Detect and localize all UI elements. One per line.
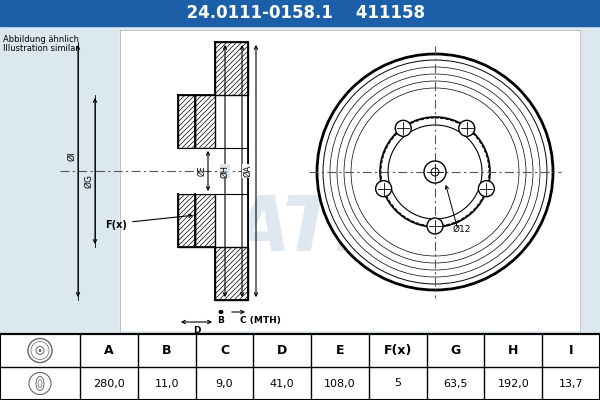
Text: C: C xyxy=(220,344,229,357)
Circle shape xyxy=(459,120,475,136)
Text: 63,5: 63,5 xyxy=(443,378,468,388)
Text: I: I xyxy=(569,344,574,357)
Text: Ø12: Ø12 xyxy=(453,225,472,234)
Text: ATE: ATE xyxy=(232,193,388,267)
Circle shape xyxy=(395,120,411,136)
Polygon shape xyxy=(215,247,248,300)
Text: G: G xyxy=(451,344,461,357)
Text: E: E xyxy=(336,344,344,357)
Polygon shape xyxy=(178,194,195,247)
Text: 11,0: 11,0 xyxy=(154,378,179,388)
Text: ØI: ØI xyxy=(67,151,76,161)
Bar xyxy=(215,42,248,95)
Text: 108,0: 108,0 xyxy=(324,378,356,388)
Bar xyxy=(178,148,248,194)
Circle shape xyxy=(376,181,392,197)
Bar xyxy=(215,95,248,247)
Circle shape xyxy=(478,181,494,197)
Circle shape xyxy=(427,218,443,234)
Text: ØH: ØH xyxy=(221,164,229,178)
Text: ØE: ØE xyxy=(197,166,206,176)
Text: H: H xyxy=(508,344,518,357)
Polygon shape xyxy=(195,194,215,247)
Bar xyxy=(0,0,600,26)
Circle shape xyxy=(424,161,446,183)
Text: 24.0111-0158.1    411158: 24.0111-0158.1 411158 xyxy=(175,4,425,22)
Text: D: D xyxy=(277,344,287,357)
Polygon shape xyxy=(195,95,215,148)
Text: Illustration similar: Illustration similar xyxy=(3,44,79,53)
Text: 13,7: 13,7 xyxy=(559,378,583,388)
Text: 9,0: 9,0 xyxy=(215,378,233,388)
Circle shape xyxy=(317,54,553,290)
Polygon shape xyxy=(215,42,248,95)
Text: B: B xyxy=(218,316,224,325)
Text: F(x): F(x) xyxy=(383,344,412,357)
Bar xyxy=(215,247,248,300)
Text: ØA: ØA xyxy=(243,165,252,177)
Polygon shape xyxy=(178,95,195,148)
Bar xyxy=(0,26,600,334)
Circle shape xyxy=(380,117,490,227)
Text: 5: 5 xyxy=(394,378,401,388)
Text: 41,0: 41,0 xyxy=(270,378,295,388)
Text: C (MTH): C (MTH) xyxy=(240,316,281,325)
Text: F(x): F(x) xyxy=(105,220,127,230)
Bar xyxy=(120,30,580,330)
Bar xyxy=(0,334,600,400)
Text: D: D xyxy=(193,326,200,335)
Text: ØG: ØG xyxy=(84,174,93,188)
Circle shape xyxy=(38,349,41,352)
Circle shape xyxy=(28,338,52,362)
Text: A: A xyxy=(104,344,114,357)
Text: Abbildung ähnlich: Abbildung ähnlich xyxy=(3,35,79,44)
Text: 280,0: 280,0 xyxy=(93,378,125,388)
Text: 192,0: 192,0 xyxy=(497,378,529,388)
Text: B: B xyxy=(162,344,172,357)
